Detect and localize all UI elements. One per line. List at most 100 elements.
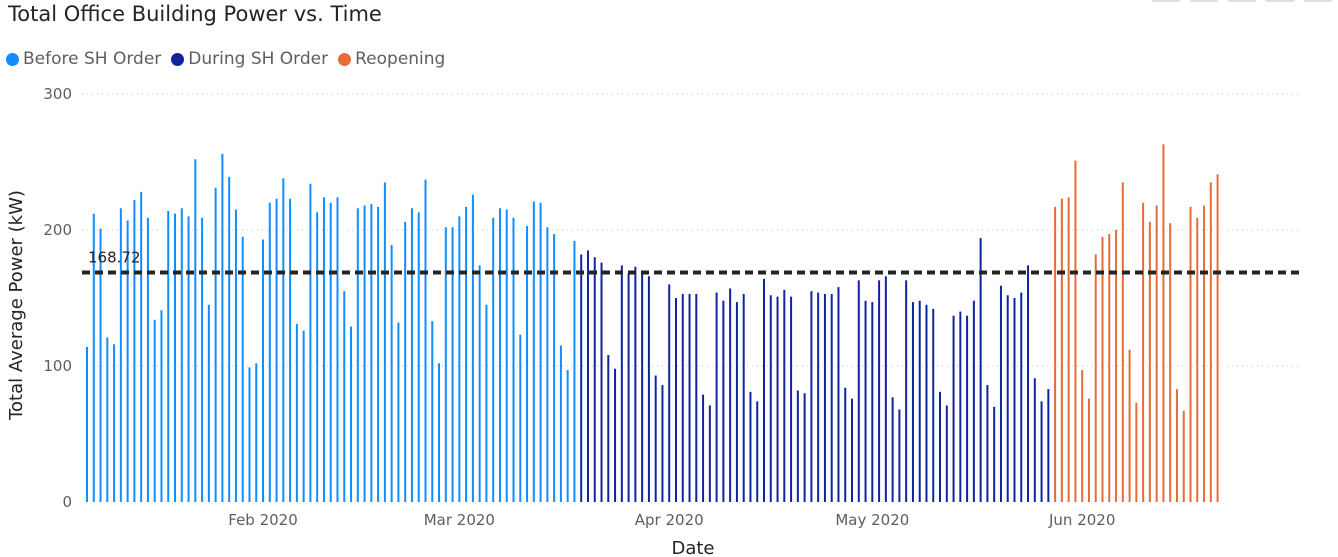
bar[interactable] bbox=[187, 216, 190, 502]
bar[interactable] bbox=[160, 310, 163, 502]
bar[interactable] bbox=[221, 153, 224, 502]
bar[interactable] bbox=[708, 405, 711, 502]
bar[interactable] bbox=[763, 278, 765, 502]
bar[interactable] bbox=[674, 298, 677, 502]
filter-icon[interactable] bbox=[1190, 0, 1218, 2]
bar[interactable] bbox=[857, 280, 860, 502]
bar[interactable] bbox=[99, 228, 102, 502]
bar[interactable] bbox=[1196, 217, 1199, 502]
bar[interactable] bbox=[126, 220, 129, 503]
bar[interactable] bbox=[559, 345, 562, 502]
bar[interactable] bbox=[884, 276, 887, 502]
bar[interactable] bbox=[526, 225, 529, 503]
bar[interactable] bbox=[695, 293, 698, 502]
bar[interactable] bbox=[1135, 402, 1138, 502]
bar[interactable] bbox=[397, 322, 400, 502]
bar[interactable] bbox=[113, 344, 116, 502]
bar[interactable] bbox=[106, 337, 109, 502]
bar[interactable] bbox=[119, 208, 122, 503]
bar[interactable] bbox=[234, 209, 237, 502]
bar[interactable] bbox=[343, 291, 346, 502]
bar[interactable] bbox=[715, 292, 718, 502]
bar[interactable] bbox=[627, 273, 630, 502]
bar[interactable] bbox=[647, 276, 650, 502]
bar[interactable] bbox=[817, 292, 820, 502]
bar[interactable] bbox=[167, 210, 170, 502]
bar[interactable] bbox=[986, 385, 989, 502]
bar[interactable] bbox=[661, 385, 664, 502]
bar[interactable] bbox=[810, 291, 813, 502]
bar[interactable] bbox=[553, 234, 556, 502]
bar[interactable] bbox=[735, 302, 738, 502]
bar[interactable] bbox=[844, 387, 847, 502]
bar[interactable] bbox=[289, 198, 292, 502]
bar[interactable] bbox=[945, 405, 948, 502]
bar[interactable] bbox=[546, 227, 549, 502]
bar[interactable] bbox=[539, 202, 542, 503]
visual-header-toolbar[interactable] bbox=[1142, 0, 1332, 2]
bar[interactable] bbox=[404, 221, 407, 502]
bar[interactable] bbox=[438, 363, 441, 502]
bar[interactable] bbox=[586, 250, 589, 502]
bar[interactable] bbox=[851, 398, 854, 502]
bar[interactable] bbox=[1128, 349, 1131, 502]
bar[interactable] bbox=[966, 315, 969, 502]
bar[interactable] bbox=[1060, 198, 1063, 502]
bar[interactable] bbox=[939, 391, 942, 502]
bar[interactable] bbox=[410, 208, 413, 503]
bar[interactable] bbox=[1175, 389, 1178, 502]
bar[interactable] bbox=[925, 304, 928, 502]
bar[interactable] bbox=[1162, 144, 1165, 502]
bar[interactable] bbox=[803, 393, 806, 502]
bar[interactable] bbox=[1040, 401, 1043, 502]
legend-item-before-sh[interactable]: Before SH Order bbox=[6, 49, 161, 69]
bar[interactable] bbox=[999, 285, 1002, 502]
bar[interactable] bbox=[228, 176, 231, 502]
bar[interactable] bbox=[492, 217, 495, 502]
bar[interactable] bbox=[424, 179, 427, 502]
bar[interactable] bbox=[248, 367, 251, 502]
bar[interactable] bbox=[871, 302, 874, 502]
bar[interactable] bbox=[756, 401, 759, 502]
bar[interactable] bbox=[905, 280, 908, 502]
bar[interactable] bbox=[485, 304, 488, 502]
bar[interactable] bbox=[681, 293, 684, 502]
bar[interactable] bbox=[316, 212, 319, 502]
bar[interactable] bbox=[322, 197, 325, 503]
bar[interactable] bbox=[1189, 206, 1192, 502]
bar[interactable] bbox=[532, 201, 535, 502]
bar[interactable] bbox=[607, 355, 610, 502]
bar[interactable] bbox=[512, 217, 515, 502]
bar[interactable] bbox=[959, 311, 962, 502]
bar[interactable] bbox=[1142, 202, 1145, 503]
bar[interactable] bbox=[302, 330, 305, 502]
bar[interactable] bbox=[641, 272, 644, 502]
bar[interactable] bbox=[891, 397, 894, 502]
bar[interactable] bbox=[1074, 160, 1077, 502]
bar[interactable] bbox=[255, 363, 258, 502]
bar[interactable] bbox=[864, 300, 867, 502]
bar[interactable] bbox=[262, 239, 265, 502]
bar[interactable] bbox=[932, 308, 935, 502]
bar[interactable] bbox=[1115, 230, 1118, 502]
bar[interactable] bbox=[878, 280, 881, 502]
bar[interactable] bbox=[140, 191, 143, 503]
bar[interactable] bbox=[1054, 206, 1057, 502]
bar[interactable] bbox=[952, 315, 955, 502]
more-options-icon[interactable] bbox=[1304, 0, 1332, 2]
bar[interactable] bbox=[458, 216, 461, 502]
bar[interactable] bbox=[688, 293, 691, 502]
bar[interactable] bbox=[979, 238, 982, 502]
bar[interactable] bbox=[1087, 398, 1090, 502]
bar[interactable] bbox=[898, 409, 901, 502]
bar[interactable] bbox=[823, 293, 826, 502]
bar[interactable] bbox=[593, 257, 596, 502]
bar[interactable] bbox=[451, 227, 454, 502]
bar[interactable] bbox=[329, 202, 332, 503]
bar[interactable] bbox=[478, 265, 481, 502]
bar[interactable] bbox=[1121, 182, 1124, 502]
bar[interactable] bbox=[776, 296, 779, 502]
bar[interactable] bbox=[1047, 389, 1050, 502]
bar[interactable] bbox=[1033, 378, 1036, 502]
bar[interactable] bbox=[431, 321, 434, 502]
